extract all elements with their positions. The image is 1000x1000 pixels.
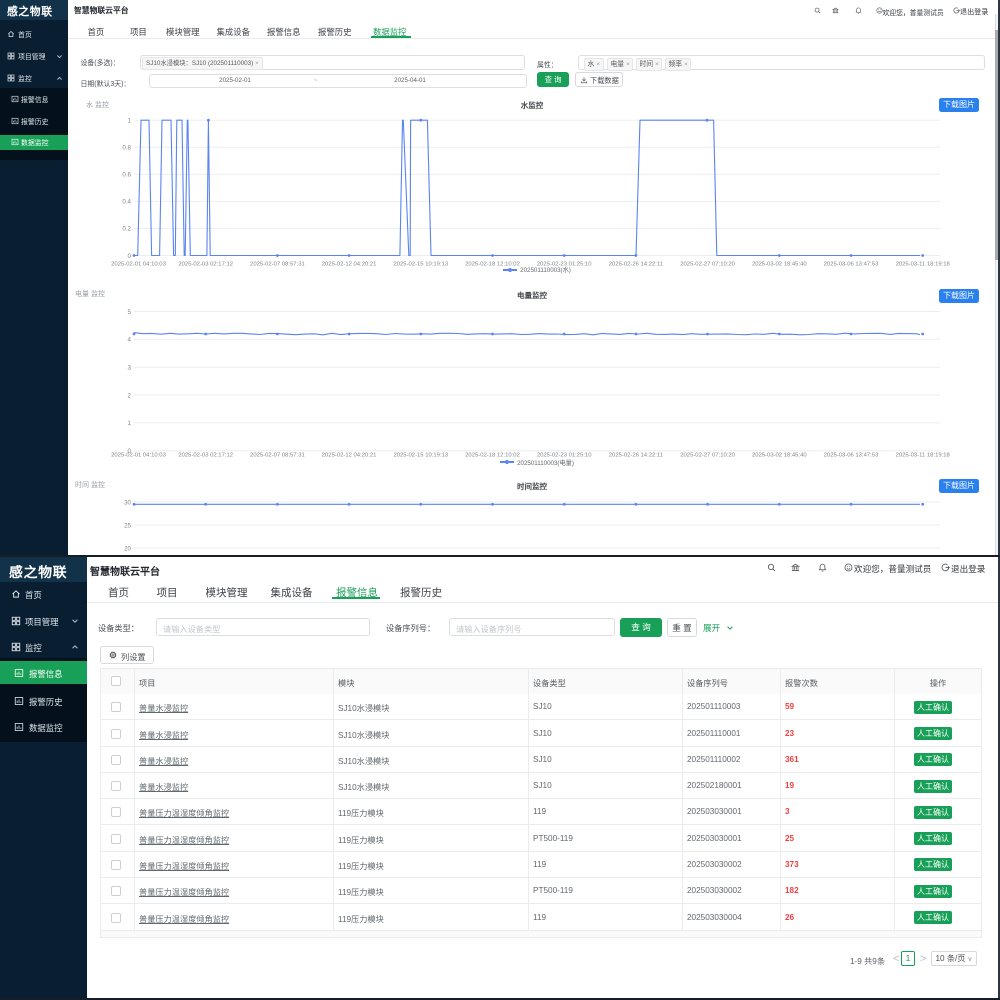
svg-text:2025-02-27 07:10:20: 2025-02-27 07:10:20	[680, 453, 735, 459]
svg-text:2025-02-12 04:20:21: 2025-02-12 04:20:21	[322, 453, 377, 459]
svg-text:2025-02-18 12:10:02: 2025-02-18 12:10:02	[465, 261, 520, 267]
svg-text:2025-03-06 13:47:53: 2025-03-06 13:47:53	[824, 261, 879, 267]
svg-text:1: 1	[128, 420, 132, 427]
svg-text:0.2: 0.2	[122, 226, 131, 233]
svg-text:25: 25	[124, 522, 131, 529]
svg-text:2025-02-26 14:22:11: 2025-02-26 14:22:11	[609, 453, 663, 459]
svg-text:0: 0	[128, 253, 132, 260]
svg-text:2025-02-15 10:19:13: 2025-02-15 10:19:13	[393, 453, 448, 459]
svg-text:2025-03-06 13:47:53: 2025-03-06 13:47:53	[824, 453, 879, 459]
svg-text:2025-02-03 02:17:12: 2025-02-03 02:17:12	[178, 261, 233, 267]
svg-text:2025-03-02 18:45:40: 2025-03-02 18:45:40	[752, 261, 807, 267]
svg-text:2025-02-07 08:57:31: 2025-02-07 08:57:31	[250, 261, 305, 267]
svg-text:0: 0	[128, 448, 132, 455]
svg-text:0.8: 0.8	[122, 145, 131, 152]
svg-text:3: 3	[128, 365, 132, 372]
svg-text:30: 30	[124, 499, 131, 506]
svg-text:2025-02-12 04:20:21: 2025-02-12 04:20:21	[322, 261, 377, 267]
svg-text:2025-02-01 04:10:03: 2025-02-01 04:10:03	[111, 453, 166, 459]
svg-text:2025-02-03 02:17:12: 2025-02-03 02:17:12	[178, 453, 233, 459]
svg-text:2: 2	[128, 392, 132, 399]
svg-text:2025-03-02 18:45:40: 2025-03-02 18:45:40	[752, 453, 807, 459]
svg-text:2025-03-11 18:19:18: 2025-03-11 18:19:18	[896, 453, 951, 459]
svg-text:0.6: 0.6	[122, 172, 131, 179]
svg-text:1: 1	[128, 118, 132, 125]
svg-text:2025-02-27 07:10:20: 2025-02-27 07:10:20	[680, 261, 735, 267]
svg-text:0.4: 0.4	[122, 199, 131, 206]
svg-text:2025-03-11 18:19:18: 2025-03-11 18:19:18	[896, 261, 951, 267]
svg-text:2025-02-26 14:22:11: 2025-02-26 14:22:11	[609, 261, 663, 267]
svg-text:5: 5	[128, 309, 132, 316]
svg-text:2025-02-15 10:19:13: 2025-02-15 10:19:13	[393, 261, 448, 267]
svg-text:2025-02-07 08:57:31: 2025-02-07 08:57:31	[250, 453, 305, 459]
svg-text:20: 20	[124, 545, 131, 552]
svg-text:2025-02-01 04:10:03: 2025-02-01 04:10:03	[111, 261, 166, 267]
svg-text:2025-02-18 12:10:02: 2025-02-18 12:10:02	[465, 453, 520, 459]
svg-text:4: 4	[128, 337, 132, 344]
svg-text:2025-02-23 01:25:10: 2025-02-23 01:25:10	[537, 453, 592, 459]
svg-text:2025-02-23 01:25:10: 2025-02-23 01:25:10	[537, 261, 592, 267]
